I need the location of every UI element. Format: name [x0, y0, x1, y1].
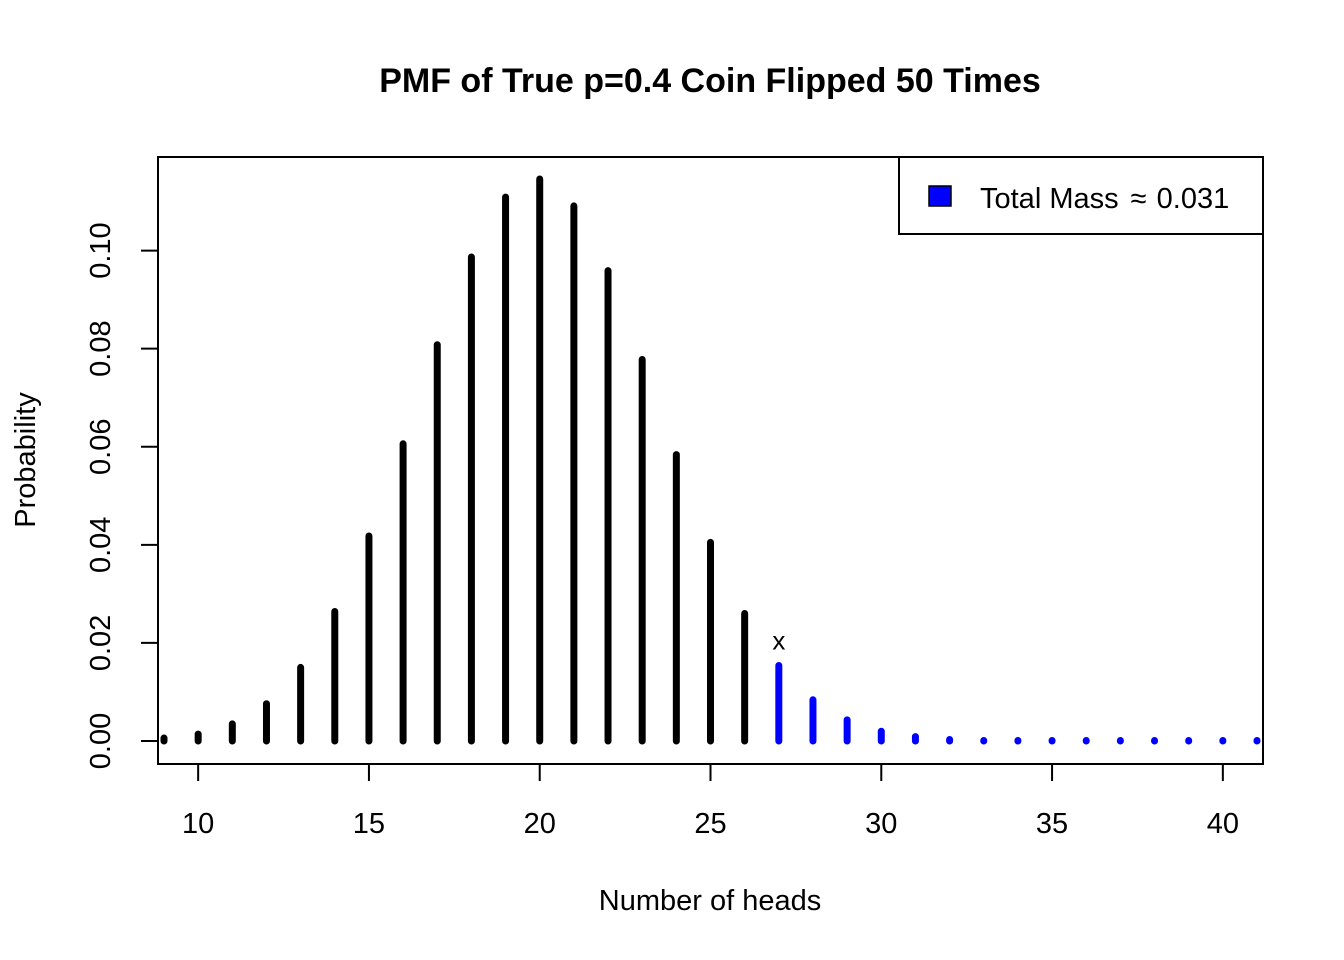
y-axis: 0.00 0.02 0.04 0.06 0.08 0.10	[85, 222, 159, 769]
y-tick-label: 0.08	[85, 320, 117, 376]
y-axis-label: Probability	[10, 392, 42, 528]
legend-swatch	[928, 185, 952, 207]
y-tick-label: 0.02	[85, 615, 117, 671]
legend-label-value: 0.031	[1157, 183, 1230, 215]
x-tick-label: 10	[182, 808, 214, 840]
x-axis-label: Number of heads	[599, 885, 821, 917]
y-tick-label: 0.06	[85, 419, 117, 475]
x-annotation: x	[772, 625, 785, 655]
legend-box	[898, 156, 1264, 235]
chart-title: PMF of True p=0.4 Coin Flipped 50 Times	[379, 62, 1041, 100]
pmf-bars	[160, 175, 1261, 745]
legend-approx-symbol: ≈	[1131, 183, 1147, 215]
x-tick-label: 30	[865, 808, 897, 840]
legend-label-prefix: Total Mass	[980, 183, 1119, 215]
x-axis: 10 15 20 25 30 35 40	[182, 763, 1239, 840]
x-tick-label: 35	[1036, 808, 1068, 840]
y-tick-label: 0.04	[85, 517, 117, 573]
legend-label: Total Mass ≈ 0.031	[980, 183, 1229, 215]
y-tick-label: 0.10	[85, 222, 117, 278]
x-tick-label: 40	[1207, 808, 1239, 840]
y-tick-label: 0.00	[85, 713, 117, 769]
x-tick-label: 20	[524, 808, 556, 840]
legend: Total Mass ≈ 0.031	[898, 156, 1264, 235]
x-tick-label: 25	[694, 808, 726, 840]
x-tick-label: 15	[353, 808, 385, 840]
